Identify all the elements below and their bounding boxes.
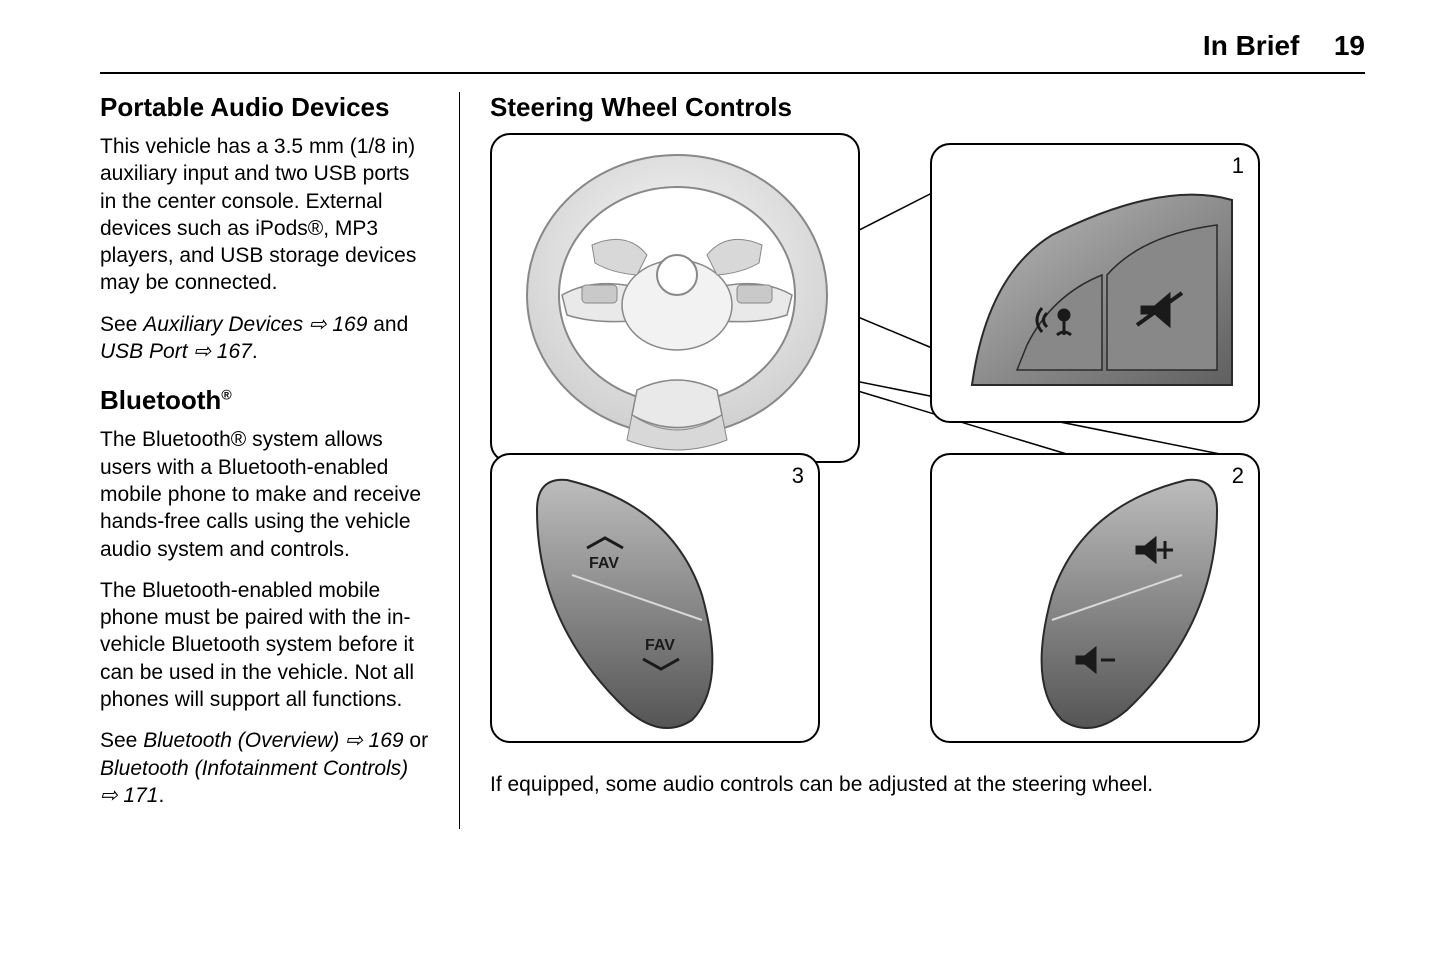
page-header: In Brief 19: [100, 30, 1365, 62]
header-section: In Brief: [1203, 30, 1299, 61]
manual-page: In Brief 19 Portable Audio Devices This …: [0, 0, 1445, 859]
para-bluetooth-2: The Bluetooth-enabled mobile phone must …: [100, 577, 431, 713]
see-and: and: [367, 313, 408, 336]
right-column: Steering Wheel Controls: [460, 92, 1365, 829]
link-page-ref: ⇨ 171: [100, 784, 158, 807]
registered-symbol: ®: [221, 387, 231, 403]
steering-wheel-diagram: 1: [490, 133, 1270, 753]
link-page-ref: ⇨ 169: [303, 313, 367, 336]
callout-2-volume: 2: [930, 453, 1260, 743]
para-portable-audio: This vehicle has a 3.5 mm (1/8 in) auxil…: [100, 133, 431, 297]
diagram-caption: If equipped, some audio controls can be …: [490, 771, 1365, 798]
see-bluetooth: See Bluetooth (Overview) ⇨ 169 or Blueto…: [100, 727, 431, 809]
steering-wheel-svg: [517, 145, 837, 455]
link-page-ref: ⇨ 167: [188, 340, 252, 363]
see-dot: .: [252, 340, 258, 363]
header-rule: [100, 72, 1365, 74]
fav-down-text: FAV: [645, 637, 675, 654]
para-bluetooth-1: The Bluetooth® system allows users with …: [100, 426, 431, 562]
see-or: or: [404, 729, 429, 752]
columns: Portable Audio Devices This vehicle has …: [100, 92, 1365, 829]
steering-wheel-illustration: [490, 133, 860, 463]
heading-bluetooth-text: Bluetooth: [100, 385, 221, 415]
link-page-ref: ⇨ 169: [339, 729, 403, 752]
callout-1-svg: [932, 145, 1262, 425]
see-prefix: See: [100, 729, 143, 752]
link-bluetooth-overview[interactable]: Bluetooth (Overview): [143, 729, 339, 752]
callout-1-voice-mute: 1: [930, 143, 1260, 423]
see-prefix: See: [100, 313, 143, 336]
callout-3-label: 3: [792, 463, 804, 489]
header-page-number: 19: [1334, 30, 1365, 61]
link-bluetooth-infotainment[interactable]: Bluetooth (Infotainment Controls): [100, 757, 408, 780]
callout-3-fav: 3 FAV: [490, 453, 820, 743]
see-auxiliary: See Auxiliary Devices ⇨ 169 and USB Port…: [100, 311, 431, 366]
callout-2-label: 2: [1232, 463, 1244, 489]
link-usb-port[interactable]: USB Port: [100, 340, 188, 363]
fav-up-text: FAV: [589, 555, 619, 572]
callout-3-svg: FAV FAV: [492, 455, 822, 745]
heading-steering-wheel: Steering Wheel Controls: [490, 92, 1365, 123]
left-column: Portable Audio Devices This vehicle has …: [100, 92, 460, 829]
callout-1-label: 1: [1232, 153, 1244, 179]
link-auxiliary-devices[interactable]: Auxiliary Devices: [143, 313, 303, 336]
heading-bluetooth: Bluetooth®: [100, 385, 431, 416]
callout-2-svg: [932, 455, 1262, 745]
see-dot: .: [158, 784, 164, 807]
heading-portable-audio: Portable Audio Devices: [100, 92, 431, 123]
